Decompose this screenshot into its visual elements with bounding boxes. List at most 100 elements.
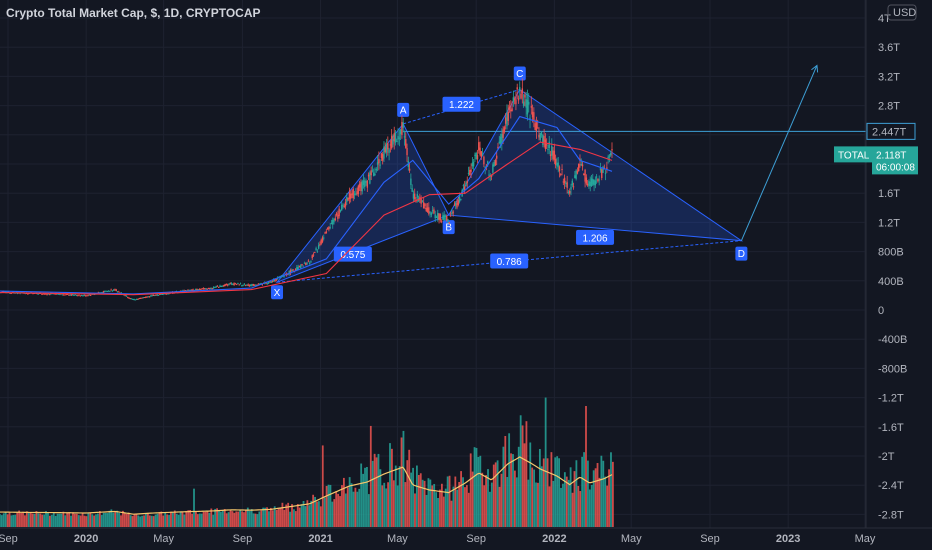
candle-body <box>388 149 390 153</box>
candle-body <box>283 275 285 277</box>
candle-body <box>383 146 385 159</box>
candle-body <box>479 147 481 155</box>
volume-bar <box>114 511 117 527</box>
volume-bar <box>8 512 11 527</box>
candle-body <box>308 263 311 265</box>
candle-body <box>412 193 415 199</box>
candle-body <box>133 299 135 301</box>
candle-body <box>439 213 442 221</box>
candle-body <box>75 295 78 297</box>
volume-bar <box>145 513 147 527</box>
volume-bar <box>260 510 263 527</box>
volume-bar <box>352 491 355 527</box>
volume-bar <box>467 492 470 527</box>
volume-bar <box>300 504 303 527</box>
volume-bar <box>6 514 9 527</box>
volume-bar <box>583 452 585 527</box>
pattern-ratio-line-xd <box>276 240 742 283</box>
volume-bar <box>423 480 426 527</box>
candle-body <box>361 181 363 192</box>
candle-body <box>74 294 76 296</box>
volume-bar <box>27 512 30 527</box>
candle-body <box>255 285 257 287</box>
volume-bar <box>120 515 122 527</box>
volume-bar <box>389 443 391 527</box>
x-axis[interactable]: Sep 2020 May Sep 2021 May Sep 2022 May Sep 2023 May <box>0 527 932 545</box>
volume-bar <box>131 516 134 527</box>
volume-bar <box>517 446 520 527</box>
candle-body <box>376 162 379 165</box>
candle-body <box>156 294 158 296</box>
candle-body <box>218 286 220 288</box>
candle-body <box>166 293 169 295</box>
volume-bar <box>410 472 413 527</box>
candle-body <box>586 183 589 186</box>
x-tick-label: 2021 <box>308 533 332 545</box>
candle-body <box>598 179 600 181</box>
candle-body <box>298 265 301 267</box>
candle-body <box>481 153 484 155</box>
candle-body <box>524 94 526 98</box>
volume-bar <box>529 442 532 527</box>
volume-bar <box>12 515 15 527</box>
candle-body <box>89 294 92 296</box>
y-tick-label: -2.8T <box>878 509 904 521</box>
candle-body <box>37 293 39 295</box>
volume-bar <box>521 425 524 527</box>
volume-bar <box>102 512 105 527</box>
candle-body <box>260 282 262 284</box>
candle-body <box>533 112 535 120</box>
volume-bar <box>523 443 526 527</box>
volume-bar <box>552 480 555 527</box>
volume-bar <box>218 510 220 527</box>
candle-body <box>211 288 214 290</box>
volume-bar <box>52 512 55 527</box>
volume-bar <box>391 448 393 527</box>
x-tick-label: 2022 <box>542 533 566 545</box>
candle-body <box>369 172 371 184</box>
volume-bar <box>271 510 274 527</box>
candle-body <box>128 297 130 299</box>
y-axis[interactable]: 4T3.6T3.2T2.8T2.4T2T1.6T1.2T800B400B0-40… <box>865 0 917 528</box>
candle-body <box>385 143 388 153</box>
volume-bar <box>406 460 409 527</box>
volume-bar <box>487 469 489 527</box>
candle-body <box>544 139 547 149</box>
candle-body <box>207 288 210 290</box>
candle-body <box>248 285 251 287</box>
candle-body <box>206 288 208 290</box>
volume-bar <box>291 504 293 527</box>
projection-arrowhead <box>811 64 819 73</box>
candle-body <box>214 286 216 288</box>
candle-body <box>243 283 246 285</box>
candle-body <box>216 285 219 287</box>
volume-bar <box>433 483 436 527</box>
candle-body <box>447 219 449 222</box>
candle-body <box>252 284 255 286</box>
pattern-point-label: A <box>400 105 407 116</box>
candle-body <box>548 141 550 149</box>
candle-body <box>54 293 56 295</box>
volume-bar <box>108 510 111 527</box>
y-tick-label: -2T <box>878 451 895 463</box>
candle-body <box>59 294 61 296</box>
volume-bar <box>104 512 107 527</box>
candle-body <box>521 88 524 94</box>
candle-body <box>223 284 225 287</box>
candle-body <box>381 154 384 161</box>
candle-body <box>406 148 408 156</box>
volume-bar <box>429 479 432 527</box>
volume-bar <box>266 507 268 527</box>
candle-body <box>112 289 115 291</box>
candle-body <box>396 140 398 142</box>
candle-body <box>342 204 344 206</box>
volume-bar <box>514 470 516 527</box>
volume-bar <box>112 512 115 527</box>
candle-body <box>269 281 271 283</box>
candle-body <box>416 194 418 198</box>
candle-body <box>571 180 573 186</box>
volume-bar <box>100 514 103 527</box>
candle-body <box>497 146 499 149</box>
candle-body <box>465 182 467 187</box>
